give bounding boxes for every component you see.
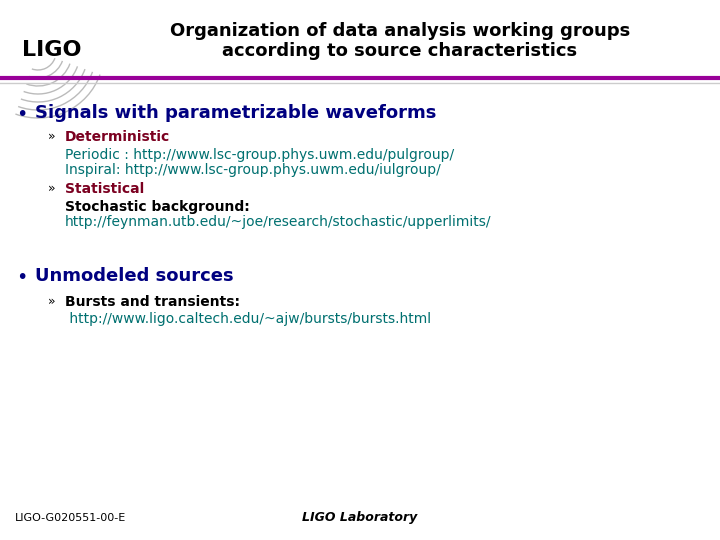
Text: Organization of data analysis working groups: Organization of data analysis working gr… — [170, 22, 630, 40]
Text: »: » — [48, 130, 55, 143]
Text: Deterministic: Deterministic — [65, 130, 170, 144]
Text: Statistical: Statistical — [65, 182, 144, 196]
Text: Bursts and transients:: Bursts and transients: — [65, 295, 240, 309]
Text: Signals with parametrizable waveforms: Signals with parametrizable waveforms — [35, 104, 436, 122]
Text: http://www.ligo.caltech.edu/~ajw/bursts/bursts.html: http://www.ligo.caltech.edu/~ajw/bursts/… — [65, 312, 431, 326]
Text: Unmodeled sources: Unmodeled sources — [35, 267, 233, 285]
Text: LIGO: LIGO — [22, 40, 82, 60]
Text: Inspiral: http://www.lsc-group.phys.uwm.edu/iulgroup/: Inspiral: http://www.lsc-group.phys.uwm.… — [65, 163, 441, 177]
Text: •: • — [17, 105, 27, 124]
Text: LIGO-G020551-00-E: LIGO-G020551-00-E — [15, 513, 126, 523]
Text: »: » — [48, 182, 55, 195]
Text: •: • — [17, 268, 27, 287]
Text: Periodic : http://www.lsc-group.phys.uwm.edu/pulgroup/: Periodic : http://www.lsc-group.phys.uwm… — [65, 148, 454, 162]
Text: according to source characteristics: according to source characteristics — [222, 42, 577, 60]
Text: http://feynman.utb.edu/~joe/research/stochastic/upperlimits/: http://feynman.utb.edu/~joe/research/sto… — [65, 215, 492, 229]
Text: »: » — [48, 295, 55, 308]
Text: LIGO Laboratory: LIGO Laboratory — [302, 511, 418, 524]
Text: Stochastic background:: Stochastic background: — [65, 200, 250, 214]
